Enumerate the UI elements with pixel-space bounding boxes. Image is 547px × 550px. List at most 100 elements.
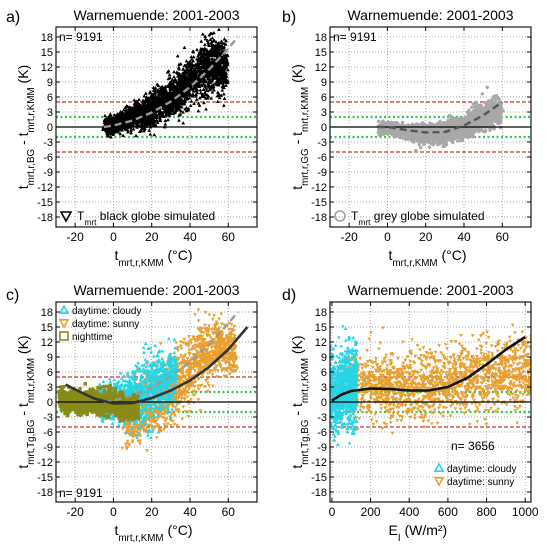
data-point bbox=[176, 65, 181, 69]
data-point bbox=[221, 69, 226, 73]
data-point bbox=[218, 47, 223, 52]
data-point bbox=[188, 92, 192, 97]
data-point bbox=[491, 95, 495, 100]
data-point bbox=[196, 101, 201, 105]
data-point bbox=[180, 67, 185, 71]
y-tick-label: 3 bbox=[47, 107, 53, 119]
data-point bbox=[180, 98, 185, 102]
data-point bbox=[488, 128, 492, 133]
data-point bbox=[172, 74, 176, 79]
data-point bbox=[221, 76, 226, 81]
data-point bbox=[188, 71, 192, 76]
data-point bbox=[203, 36, 208, 41]
x-tick-label: 0 bbox=[110, 230, 117, 244]
data-point bbox=[137, 97, 141, 102]
data-point bbox=[154, 96, 159, 100]
data-point bbox=[214, 70, 219, 75]
data-point bbox=[199, 39, 204, 43]
chart-title: Warnemuende: 2001-2003 bbox=[73, 7, 239, 23]
data-point bbox=[151, 85, 156, 89]
data-point bbox=[102, 120, 107, 124]
data-point bbox=[165, 91, 170, 95]
x-tick-label: -20 bbox=[66, 230, 84, 244]
data-point bbox=[194, 75, 199, 79]
data-point bbox=[194, 97, 199, 101]
data-point bbox=[126, 129, 130, 134]
data-point bbox=[211, 30, 216, 35]
legend: Tmrt black globe simulated bbox=[59, 209, 215, 227]
data-point bbox=[221, 92, 226, 96]
data-point bbox=[104, 121, 109, 126]
data-point bbox=[211, 50, 216, 55]
data-point bbox=[144, 103, 149, 108]
data-point bbox=[175, 80, 180, 85]
data-point bbox=[153, 87, 158, 92]
data-point bbox=[223, 80, 228, 84]
data-point bbox=[168, 75, 173, 80]
data-point bbox=[221, 54, 226, 59]
data-point bbox=[222, 96, 227, 100]
data-point bbox=[215, 93, 220, 98]
data-point bbox=[220, 59, 225, 64]
data-point bbox=[190, 77, 195, 81]
data-point bbox=[142, 111, 147, 115]
data-point bbox=[165, 108, 170, 112]
data-point bbox=[143, 91, 148, 95]
data-point bbox=[419, 139, 424, 144]
data-point bbox=[148, 90, 153, 94]
data-point bbox=[147, 98, 152, 102]
data-point bbox=[167, 113, 172, 117]
data-point bbox=[156, 99, 160, 104]
data-point bbox=[217, 68, 222, 72]
data-point bbox=[190, 87, 195, 91]
data-point bbox=[105, 131, 109, 135]
data-point bbox=[200, 94, 204, 98]
data-point bbox=[178, 97, 182, 101]
data-point bbox=[487, 114, 492, 118]
data-point bbox=[189, 72, 194, 77]
data-point bbox=[206, 82, 210, 86]
data-point bbox=[134, 100, 139, 105]
data-point bbox=[209, 40, 214, 44]
data-point bbox=[157, 113, 162, 117]
data-point bbox=[144, 95, 149, 99]
data-point bbox=[129, 107, 134, 112]
data-point bbox=[224, 38, 229, 43]
data-point bbox=[115, 112, 120, 116]
data-point bbox=[448, 114, 453, 118]
data-point bbox=[191, 49, 196, 54]
data-point bbox=[197, 103, 202, 107]
data-point bbox=[194, 87, 199, 92]
data-point bbox=[180, 80, 185, 84]
data-point bbox=[215, 90, 220, 94]
data-point bbox=[171, 91, 175, 95]
data-point bbox=[219, 93, 224, 97]
data-point bbox=[166, 76, 171, 81]
data-point bbox=[203, 58, 207, 63]
data-point bbox=[189, 65, 194, 70]
data-point bbox=[205, 92, 209, 97]
data-point bbox=[213, 53, 218, 57]
data-point bbox=[172, 69, 176, 74]
data-point bbox=[159, 85, 164, 90]
data-point bbox=[189, 68, 194, 73]
data-point bbox=[210, 90, 215, 94]
data-point bbox=[170, 77, 175, 82]
data-point bbox=[212, 61, 217, 65]
data-point bbox=[209, 60, 213, 64]
data-point bbox=[182, 102, 187, 106]
data-point bbox=[146, 121, 151, 125]
y-tick-label: 18 bbox=[41, 32, 53, 44]
data-point bbox=[123, 105, 128, 109]
data-point bbox=[129, 121, 134, 125]
data-point bbox=[400, 120, 405, 125]
data-point bbox=[177, 67, 181, 71]
panel-label: a) bbox=[6, 9, 20, 26]
data-point bbox=[152, 132, 157, 137]
data-point bbox=[152, 112, 157, 116]
data-point bbox=[141, 120, 146, 124]
data-point bbox=[150, 107, 155, 111]
data-point bbox=[138, 119, 143, 123]
data-point bbox=[210, 36, 215, 40]
